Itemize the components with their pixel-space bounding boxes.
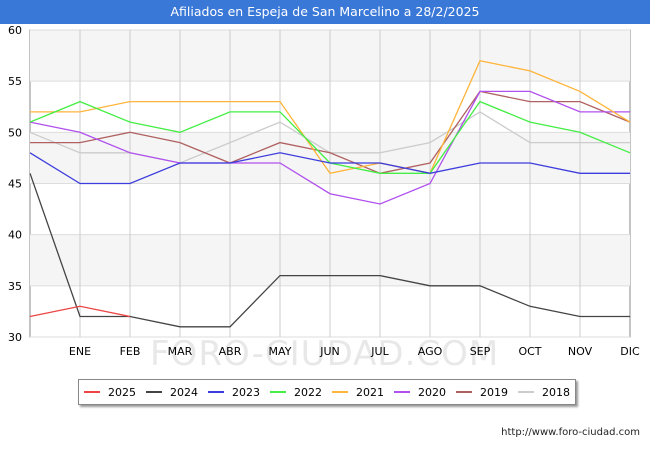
x-tick-label: JUL xyxy=(370,345,389,358)
series-line-2023 xyxy=(29,152,630,185)
series-line-2021 xyxy=(30,59,631,175)
legend-label: 2025 xyxy=(108,385,136,399)
legend-swatch xyxy=(270,391,286,393)
legend-label: 2020 xyxy=(418,385,446,399)
legend-label: 2022 xyxy=(294,385,322,399)
series-line-2019 xyxy=(30,90,631,174)
x-tick-label: ENE xyxy=(69,345,91,358)
x-tick-label: SEP xyxy=(470,345,491,358)
chart-title: Afiliados en Espeja de San Marcelino a 2… xyxy=(0,0,650,24)
y-tick-label: 40 xyxy=(8,229,22,242)
source-url[interactable]: http://www.foro-ciudad.com xyxy=(501,427,640,438)
legend-item-2023: 2023 xyxy=(208,386,260,399)
x-tick-label: AGO xyxy=(418,345,443,358)
y-tick-label: 45 xyxy=(8,178,22,191)
legend-item-2024: 2024 xyxy=(146,386,198,399)
grid-lines xyxy=(30,29,630,338)
x-tick-label: ABR xyxy=(219,345,242,358)
legend-label: 2019 xyxy=(480,385,508,399)
x-tick-label: MAR xyxy=(168,345,193,358)
legend-label: 2024 xyxy=(170,385,198,399)
legend-label: 2021 xyxy=(356,385,384,399)
y-tick-label: 60 xyxy=(8,24,22,37)
legend-swatch xyxy=(146,391,162,393)
legend-swatch xyxy=(208,391,224,393)
x-tick-label: MAY xyxy=(269,345,292,358)
y-tick-label: 35 xyxy=(8,280,22,293)
legend-item-2020: 2020 xyxy=(394,386,446,399)
legend-item-2018: 2018 xyxy=(518,386,570,399)
y-tick-label: 30 xyxy=(8,331,22,344)
y-tick-label: 50 xyxy=(8,126,22,139)
y-axis-ticks: 30 35 40 45 50 55 60 xyxy=(8,24,22,344)
y-tick-label: 55 xyxy=(8,75,22,88)
legend-swatch xyxy=(84,391,100,393)
series-lines xyxy=(29,59,631,328)
legend-item-2022: 2022 xyxy=(270,386,322,399)
legend-swatch xyxy=(518,391,534,393)
series-line-2025 xyxy=(29,305,131,318)
legend-label: 2018 xyxy=(542,385,570,399)
series-line-2020 xyxy=(29,90,630,205)
x-tick-label: OCT xyxy=(518,345,541,358)
x-axis-ticks: ENE FEB MAR ABR MAY JUN JUL AGO SEP OCT NOV DIC xyxy=(69,345,640,358)
legend-item-2021: 2021 xyxy=(332,386,384,399)
watermark: FORO-CIUDAD.COM xyxy=(150,334,500,374)
legend-swatch xyxy=(456,391,472,393)
legend-label: 2023 xyxy=(232,385,260,399)
legend-item-2019: 2019 xyxy=(456,386,508,399)
legend-swatch xyxy=(332,391,348,393)
x-tick-label: NOV xyxy=(568,345,593,358)
legend-swatch xyxy=(394,391,410,393)
x-tick-label: DIC xyxy=(620,345,640,358)
x-tick-label: FEB xyxy=(120,345,141,358)
legend: 2025 2024 2023 2022 2021 2020 2019 2018 xyxy=(78,379,576,405)
legend-item-2025: 2025 xyxy=(84,386,136,399)
x-tick-label: JUN xyxy=(319,345,340,358)
